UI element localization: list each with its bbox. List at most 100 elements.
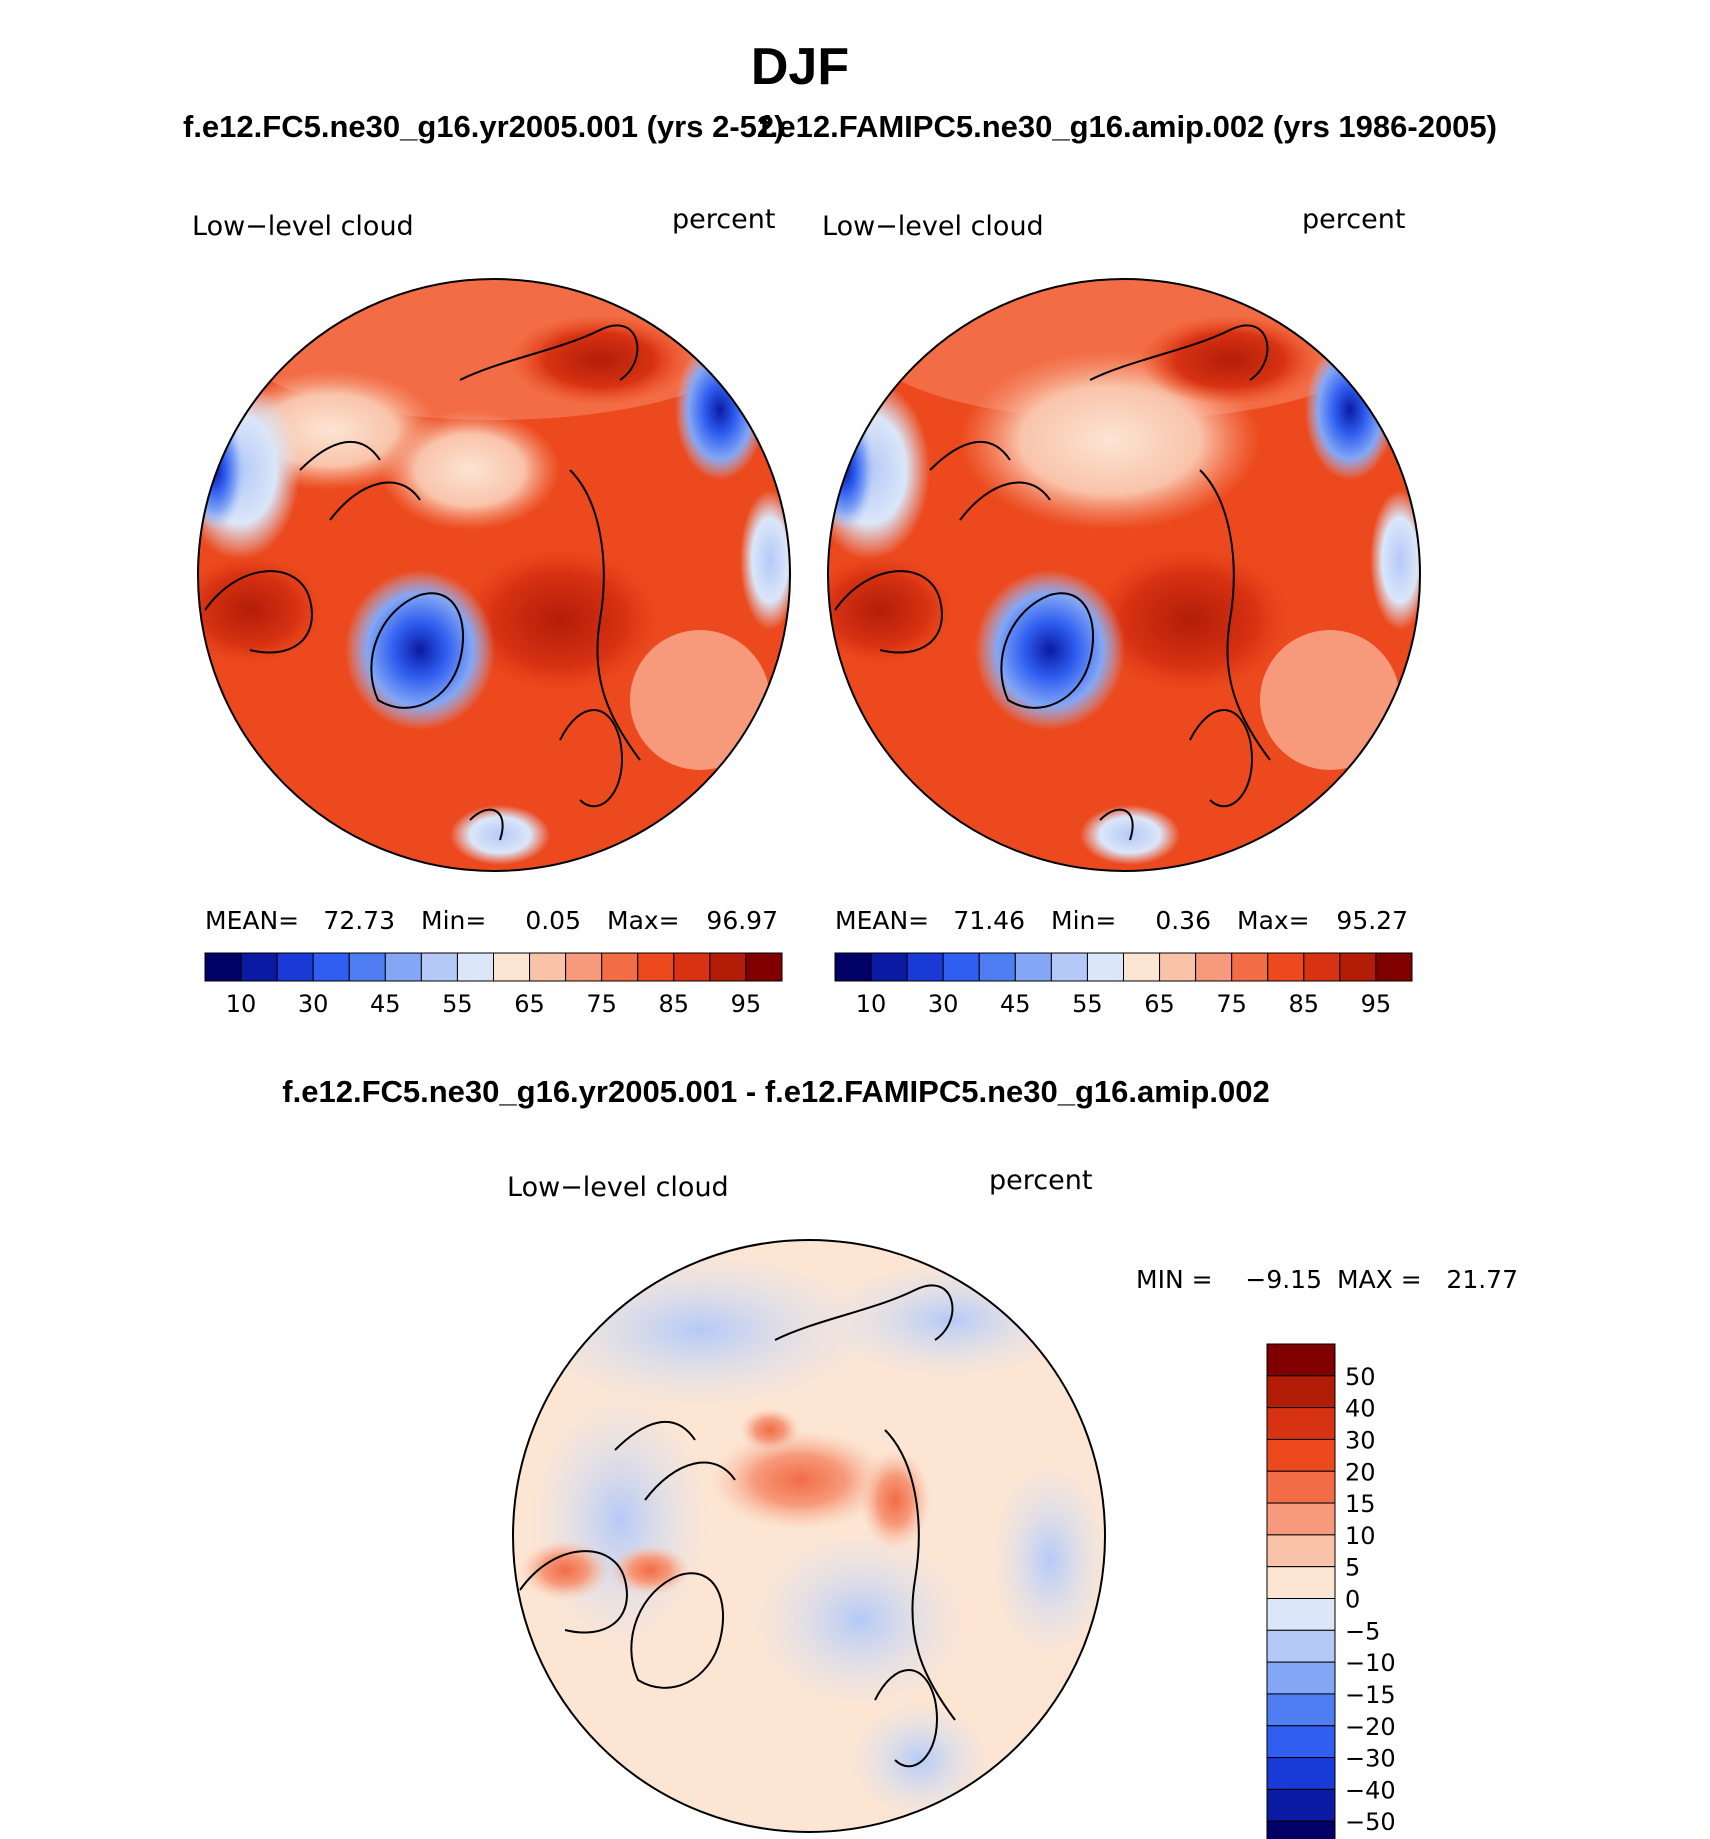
panel3-map-border xyxy=(512,1239,1106,1833)
panel1-variable-label: Low−level cloud xyxy=(192,211,414,242)
panel2-colorbar-tick-0: 10 xyxy=(856,990,887,1018)
panel1-colorbar-tick-7: 95 xyxy=(731,990,762,1018)
panel1-colorbar-tick-1: 30 xyxy=(298,990,329,1018)
panel3-colorbar-tick-8: −5 xyxy=(1345,1617,1380,1645)
panel2-colorbar-box-2 xyxy=(906,952,944,982)
panel3-max-value: 21.77 xyxy=(1446,1265,1518,1294)
panel2-colorbar-box-4 xyxy=(978,952,1016,982)
panel2-colorbar-box-5 xyxy=(1014,952,1052,982)
panel1-colorbar-tick-2: 45 xyxy=(370,990,401,1018)
panel3-max-label: MAX = xyxy=(1337,1265,1422,1294)
panel1-mean-value: 72.73 xyxy=(323,906,395,935)
panel2-colorbar-box-12 xyxy=(1267,952,1305,982)
panel2-colorbar xyxy=(834,952,1413,982)
panel3-colorbar-box-0 xyxy=(1266,1343,1336,1377)
main-title: DJF xyxy=(751,38,849,96)
panel1-colorbar xyxy=(204,952,783,982)
panel2-colorbar-tick-5: 75 xyxy=(1216,990,1247,1018)
panel2-colorbar-ticks: 10 30 45 55 65 75 85 95 xyxy=(856,990,1391,1018)
panel1-colorbar-tick-5: 75 xyxy=(586,990,617,1018)
panel2-colorbar-tick-7: 95 xyxy=(1361,990,1392,1018)
panel2-colorbar-tick-1: 30 xyxy=(928,990,959,1018)
panel2-colorbar-box-7 xyxy=(1086,952,1124,982)
panel1: Low−level cloud percent xyxy=(192,204,791,1018)
panel1-min-value: 0.05 xyxy=(525,906,581,935)
panel2-colorbar-box-6 xyxy=(1050,952,1088,982)
panel1-colorbar-box-13 xyxy=(673,952,711,982)
panel2-colorbar-box-9 xyxy=(1159,952,1197,982)
panel2-colorbar-tick-4: 65 xyxy=(1144,990,1175,1018)
panel1-colorbar-tick-0: 10 xyxy=(226,990,257,1018)
panel1-max-label: Max= xyxy=(607,906,680,935)
panel2-variable-label: Low−level cloud xyxy=(822,211,1044,242)
panel1-map xyxy=(198,279,790,871)
panel2-map xyxy=(828,279,1420,871)
panel2-min-value: 0.36 xyxy=(1155,906,1211,935)
panel3-colorbar xyxy=(1266,1343,1336,1839)
panel3-units-label: percent xyxy=(989,1165,1092,1196)
panel1-colorbar-box-8 xyxy=(493,952,531,982)
panel2-colorbar-tick-2: 45 xyxy=(1000,990,1031,1018)
panel3-variable-label: Low−level cloud xyxy=(507,1172,729,1203)
panel3-colorbar-tick-12: −30 xyxy=(1345,1745,1396,1773)
panel3-colorbar-tick-10: −15 xyxy=(1345,1681,1396,1709)
panel2-colorbar-box-0 xyxy=(834,952,872,982)
panel3-colorbar-tick-1: 40 xyxy=(1345,1395,1376,1423)
panel1-case-title: f.e12.FC5.ne30_g16.yr2005.001 (yrs 2-52) xyxy=(183,109,784,144)
panel1-colorbar-box-15 xyxy=(745,952,783,982)
panel2-max-label: Max= xyxy=(1237,906,1310,935)
panel3-colorbar-box-9 xyxy=(1266,1629,1336,1663)
panel1-colorbar-box-3 xyxy=(312,952,350,982)
panel1-colorbar-box-4 xyxy=(348,952,386,982)
panel1-colorbar-box-7 xyxy=(456,952,494,982)
panel1-colorbar-box-10 xyxy=(565,952,603,982)
panel3-colorbar-box-10 xyxy=(1266,1661,1336,1695)
panel2-max-value: 95.27 xyxy=(1336,906,1408,935)
panel1-colorbar-box-11 xyxy=(601,952,639,982)
panel1-colorbar-ticks: 10 30 45 55 65 75 85 95 xyxy=(226,990,761,1018)
panel3-colorbar-tick-4: 15 xyxy=(1345,1490,1376,1518)
panel3: f.e12.FC5.ne30_g16.yr2005.001 - f.e12.FA… xyxy=(282,1074,1518,1839)
panel2-colorbar-box-1 xyxy=(870,952,908,982)
panel1-min-label: Min= xyxy=(421,906,486,935)
panel3-colorbar-tick-6: 5 xyxy=(1345,1554,1360,1582)
panel3-colorbar-box-15 xyxy=(1266,1820,1336,1839)
panel1-colorbar-box-9 xyxy=(529,952,567,982)
panel3-colorbar-box-12 xyxy=(1266,1725,1336,1759)
panel1-colorbar-box-12 xyxy=(637,952,675,982)
panel1-colorbar-box-14 xyxy=(709,952,747,982)
panel2-colorbar-tick-6: 85 xyxy=(1289,990,1320,1018)
panel1-colorbar-box-0 xyxy=(204,952,242,982)
panel2-mean-label: MEAN= xyxy=(835,906,929,935)
panel2-colorbar-tick-3: 55 xyxy=(1072,990,1103,1018)
panel2-colorbar-box-3 xyxy=(942,952,980,982)
panel1-units-label: percent xyxy=(672,204,775,235)
panel3-min-value: −9.15 xyxy=(1245,1265,1322,1294)
panel1-colorbar-box-2 xyxy=(276,952,314,982)
panel1-colorbar-box-5 xyxy=(384,952,422,982)
panel1-colorbar-tick-4: 65 xyxy=(514,990,545,1018)
panel3-colorbar-tick-7: 0 xyxy=(1345,1586,1360,1614)
panel1-map-border xyxy=(197,278,791,872)
panel3-colorbar-tick-14: −50 xyxy=(1345,1808,1396,1836)
panel2-map-border xyxy=(827,278,1421,872)
panel1-colorbar-box-1 xyxy=(240,952,278,982)
panel3-colorbar-box-1 xyxy=(1266,1375,1336,1409)
panel3-colorbar-box-13 xyxy=(1266,1757,1336,1790)
panel1-mean-label: MEAN= xyxy=(205,906,299,935)
panel3-colorbar-box-5 xyxy=(1266,1502,1336,1536)
panel3-colorbar-tick-3: 20 xyxy=(1345,1458,1376,1486)
panel3-colorbar-tick-11: −20 xyxy=(1345,1713,1396,1741)
panel2-units-label: percent xyxy=(1302,204,1405,235)
panel3-colorbar-box-8 xyxy=(1266,1598,1336,1631)
panel2-case-title: f.e12.FAMIPC5.ne30_g16.amip.002 (yrs 198… xyxy=(759,109,1497,144)
panel2-colorbar-box-15 xyxy=(1375,952,1413,982)
panel3-colorbar-tick-5: 10 xyxy=(1345,1522,1376,1550)
panel2-colorbar-box-13 xyxy=(1303,952,1341,982)
panel2-min-label: Min= xyxy=(1051,906,1116,935)
panel2-colorbar-box-14 xyxy=(1339,952,1377,982)
panel3-min-label: MIN = xyxy=(1136,1265,1213,1294)
panel3-case-title: f.e12.FC5.ne30_g16.yr2005.001 - f.e12.FA… xyxy=(282,1074,1269,1109)
panel3-colorbar-box-7 xyxy=(1266,1566,1336,1599)
